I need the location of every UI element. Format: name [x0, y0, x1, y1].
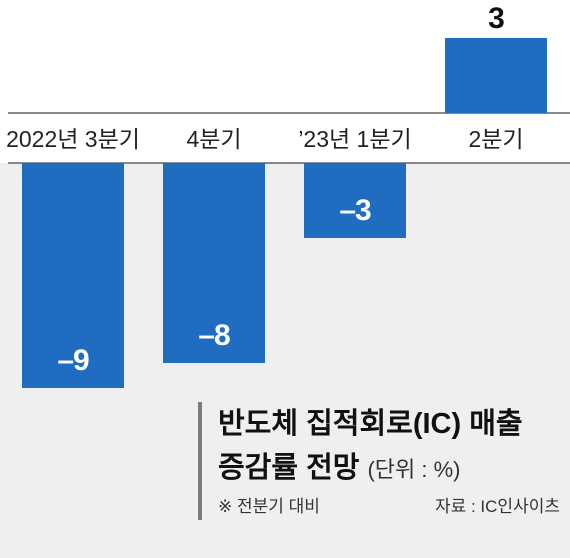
- unit-label: (단위 : %): [367, 457, 461, 482]
- note-label: ※ 전분기 대비: [218, 497, 320, 516]
- category-label: 2022년 3분기: [6, 126, 140, 152]
- data-label: –9: [57, 344, 89, 377]
- bar: [445, 38, 547, 113]
- category-label: ’23년 1분기: [298, 126, 411, 152]
- bar: [22, 163, 124, 388]
- category-band: [0, 113, 570, 163]
- chart-title-line1: 반도체 집적회로(IC) 매출: [218, 408, 523, 440]
- data-label: –3: [339, 194, 371, 227]
- source-label: 자료 : IC인사이츠: [434, 497, 560, 516]
- data-label: 3: [488, 2, 504, 35]
- caption-accent-bar: [198, 402, 202, 520]
- category-label: 4분기: [186, 126, 241, 152]
- data-label: –8: [198, 319, 230, 352]
- bar: [163, 163, 265, 363]
- category-label: 2분기: [468, 126, 523, 152]
- chart-caption: 반도체 집적회로(IC) 매출 증감률 전망 (단위 : %) ※ 전분기 대비 …: [198, 400, 560, 520]
- chart-title-line2: 증감률 전망: [218, 452, 360, 484]
- bar: [304, 163, 406, 238]
- chart-title-line2-row: 증감률 전망 (단위 : %): [218, 444, 461, 486]
